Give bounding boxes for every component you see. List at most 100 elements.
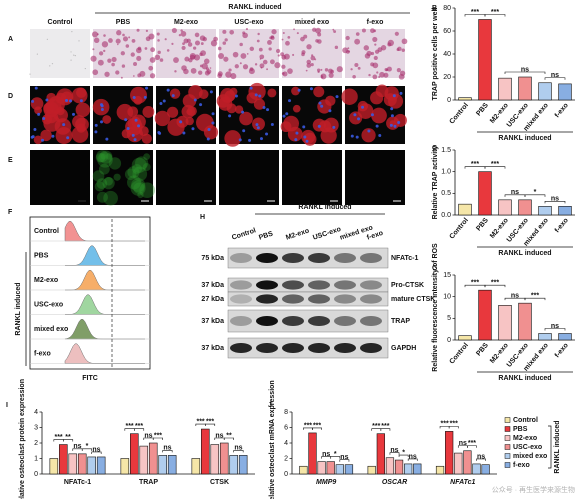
texture	[234, 94, 238, 98]
blot-band	[334, 253, 356, 263]
texture	[306, 59, 312, 65]
blot-band	[230, 343, 252, 353]
blot-band	[282, 280, 304, 290]
significance-bracket	[389, 452, 400, 455]
significance-label: ns	[322, 451, 330, 458]
texture	[184, 56, 190, 62]
bar	[435, 465, 445, 475]
texture	[51, 134, 55, 138]
texture	[132, 166, 148, 182]
texture	[154, 54, 161, 61]
significance-label: **	[226, 432, 232, 439]
bar	[458, 203, 472, 216]
texture	[96, 178, 108, 189]
texture	[56, 88, 74, 106]
texture	[180, 31, 187, 37]
texture	[366, 50, 372, 57]
texture	[135, 47, 142, 54]
band-label: mature CTSK	[391, 296, 435, 303]
significance-label: ns	[390, 447, 398, 454]
texture	[203, 58, 210, 65]
y-tick-label: 6	[284, 424, 288, 431]
texture	[92, 69, 99, 76]
texture	[309, 87, 313, 91]
significance-bracket	[484, 284, 506, 288]
texture	[122, 36, 129, 42]
blot-band	[256, 253, 278, 263]
texture	[245, 27, 249, 31]
texture	[254, 63, 258, 66]
texture	[30, 97, 44, 111]
panel-label: D	[8, 93, 13, 100]
x-tick-label: PBS	[475, 217, 490, 233]
texture	[374, 43, 377, 46]
blot-band	[256, 280, 278, 290]
texture	[121, 129, 131, 139]
significance-label: ***	[468, 440, 476, 447]
panel-header: RANKL induced	[228, 4, 281, 11]
texture	[70, 51, 72, 53]
panel-label: B	[432, 5, 437, 12]
texture	[352, 75, 356, 79]
x-tick-label: Control	[449, 217, 470, 241]
texture	[302, 125, 306, 129]
texture	[229, 87, 238, 96]
texture	[210, 40, 218, 47]
texture	[145, 29, 149, 32]
blot-band	[360, 280, 382, 290]
texture	[355, 135, 359, 139]
significance-bracket	[223, 437, 234, 440]
texture	[393, 113, 407, 127]
legend-label: f-exo	[513, 462, 530, 469]
texture	[392, 94, 396, 98]
significance-label: ns	[144, 432, 152, 439]
bar	[120, 458, 130, 475]
y-axis-label: Relative osteoclast protein expression	[19, 379, 26, 499]
texture	[376, 71, 379, 74]
texture	[336, 66, 343, 73]
texture	[174, 70, 177, 73]
texture	[341, 88, 358, 105]
texture	[102, 115, 112, 124]
texture	[36, 53, 38, 55]
panel-header: RANKL induced	[298, 204, 351, 211]
bar	[96, 456, 106, 475]
texture	[301, 52, 305, 57]
texture	[357, 66, 361, 70]
texture	[128, 36, 131, 39]
bar	[458, 97, 472, 101]
significance-label: ***	[304, 422, 312, 429]
texture	[259, 58, 262, 60]
y-tick-label: 1.0	[441, 169, 451, 176]
y-tick-label: 4	[34, 409, 38, 416]
bar	[87, 456, 96, 475]
texture	[42, 116, 46, 120]
texture	[313, 86, 325, 98]
texture	[182, 94, 197, 108]
bar	[558, 206, 572, 216]
image-e	[156, 150, 216, 205]
texture	[141, 133, 152, 144]
texture	[239, 111, 253, 126]
sample-label: Control	[34, 228, 59, 235]
bar	[376, 433, 385, 475]
y-tick-label: 0	[447, 97, 451, 104]
bar	[59, 444, 68, 475]
significance-bracket	[81, 448, 92, 451]
texture	[386, 66, 392, 72]
bar	[394, 459, 404, 475]
texture	[323, 117, 339, 133]
significance-bracket	[544, 201, 566, 204]
significance-label: ***	[471, 280, 479, 287]
texture	[240, 53, 247, 59]
significance-label: ns	[511, 189, 519, 196]
texture	[133, 61, 138, 66]
texture	[173, 57, 179, 63]
significance-label: *	[334, 451, 337, 458]
flow-histogram	[64, 294, 145, 315]
significance-bracket	[330, 456, 341, 459]
band-label: NFATc-1	[391, 255, 418, 262]
bar	[518, 76, 532, 101]
texture	[148, 65, 154, 71]
texture	[196, 113, 214, 132]
